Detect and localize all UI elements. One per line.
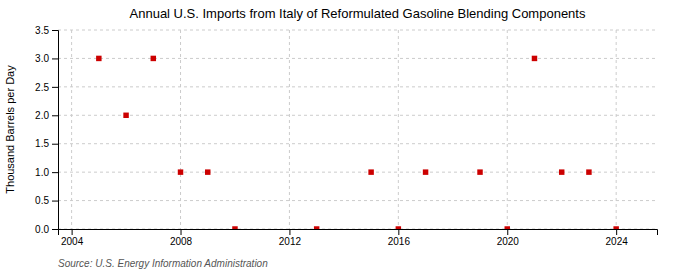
x-grid-line [180,30,181,229]
x-tick-mark [507,229,508,235]
x-axis-line [59,230,658,236]
grid [58,30,657,229]
x-tick-mark [398,229,399,235]
x-tick-label: 2004 [61,236,84,247]
x-grid-line [616,30,617,229]
y-tick-mark [52,115,58,116]
x-tick-label: 2020 [497,236,520,247]
y-tick-mark [52,201,58,202]
y-tick-label: 0.5 [35,195,49,206]
point [151,56,156,61]
y-tick: 1.0 [35,167,58,178]
y-tick-mark [52,172,58,173]
y-tick-mark [52,30,58,31]
y-tick-mark [52,58,58,59]
y-tick-mark [52,87,58,88]
point [205,169,210,174]
point [396,226,401,229]
x-tick-mark [72,229,73,235]
x-axis: 2004 2008 2012 2016 2020 2024 [59,229,658,247]
point [505,226,510,229]
x-tick: 2024 [606,229,629,247]
y-grid-line [58,86,657,87]
y-grid-line [58,200,657,201]
y-tick-label: 2.0 [35,110,49,121]
x-tick-label: 2016 [388,236,411,247]
y-tick: 2.0 [35,110,58,121]
y-grid-line [58,143,657,144]
y-grid-line [58,30,657,31]
point [613,226,618,229]
chart: 2004 2008 2012 2016 2020 2024 0.0 0.5 1.0 1.5 2.0 2… [0,0,675,275]
y-grid-line [58,115,657,116]
x-grid-line [289,30,290,229]
point [477,169,482,174]
y-tick-label: 1.0 [35,167,49,178]
points [96,56,619,229]
x-tick-mark [289,229,290,235]
x-grid-line [398,30,399,229]
x-tick-label: 2008 [170,236,193,247]
y-tick: 2.5 [35,82,58,93]
x-tick-mark [181,229,182,235]
title: Annual U.S. Imports from Italy of Reform… [130,6,586,21]
plot-area: 2004 2008 2012 2016 2020 2024 0.0 0.5 1.0 1.5 2.0 2… [35,25,657,247]
point [559,169,564,174]
point [532,56,537,61]
y-tick-label: 1.5 [35,138,49,149]
x-grid-line [71,30,72,229]
y-tick-mark [52,229,58,230]
point [423,169,428,174]
y-grid-line [58,172,657,173]
y-tick: 3.5 [35,25,58,36]
x-grid-line [507,30,508,229]
y-tick: 3.0 [35,53,58,64]
x-tick-label: 2012 [279,236,302,247]
point [232,226,237,229]
x-tick: 2008 [170,229,193,247]
y-tick-label: 3.5 [35,25,49,36]
point [96,56,101,61]
y-tick: 0.5 [35,195,58,206]
y-tick-label: 3.0 [35,53,49,64]
y-tick: 1.5 [35,138,58,149]
x-tick: 2016 [388,229,411,247]
point [178,169,183,174]
point [314,226,319,229]
y-tick: 0.0 [35,224,58,235]
y-axis: 0.0 0.5 1.0 1.5 2.0 2.5 3.0 3.5 [35,25,58,235]
point [123,113,128,118]
y-tick-label: 0.0 [35,224,49,235]
y-tick-mark [52,144,58,145]
x-tick: 2004 [61,229,84,247]
source: Source: U.S. Energy Information Administ… [58,258,268,269]
y-axis-line [52,31,59,230]
y-tick-label: 2.5 [35,82,49,93]
x-tick: 2020 [497,229,520,247]
y-axis-label: Thousand Barrels per Day [4,65,16,194]
point [368,169,373,174]
x-tick: 2012 [279,229,302,247]
y-grid-line [58,58,657,59]
point [586,169,591,174]
x-tick-label: 2024 [606,236,629,247]
x-tick-mark [616,229,617,235]
